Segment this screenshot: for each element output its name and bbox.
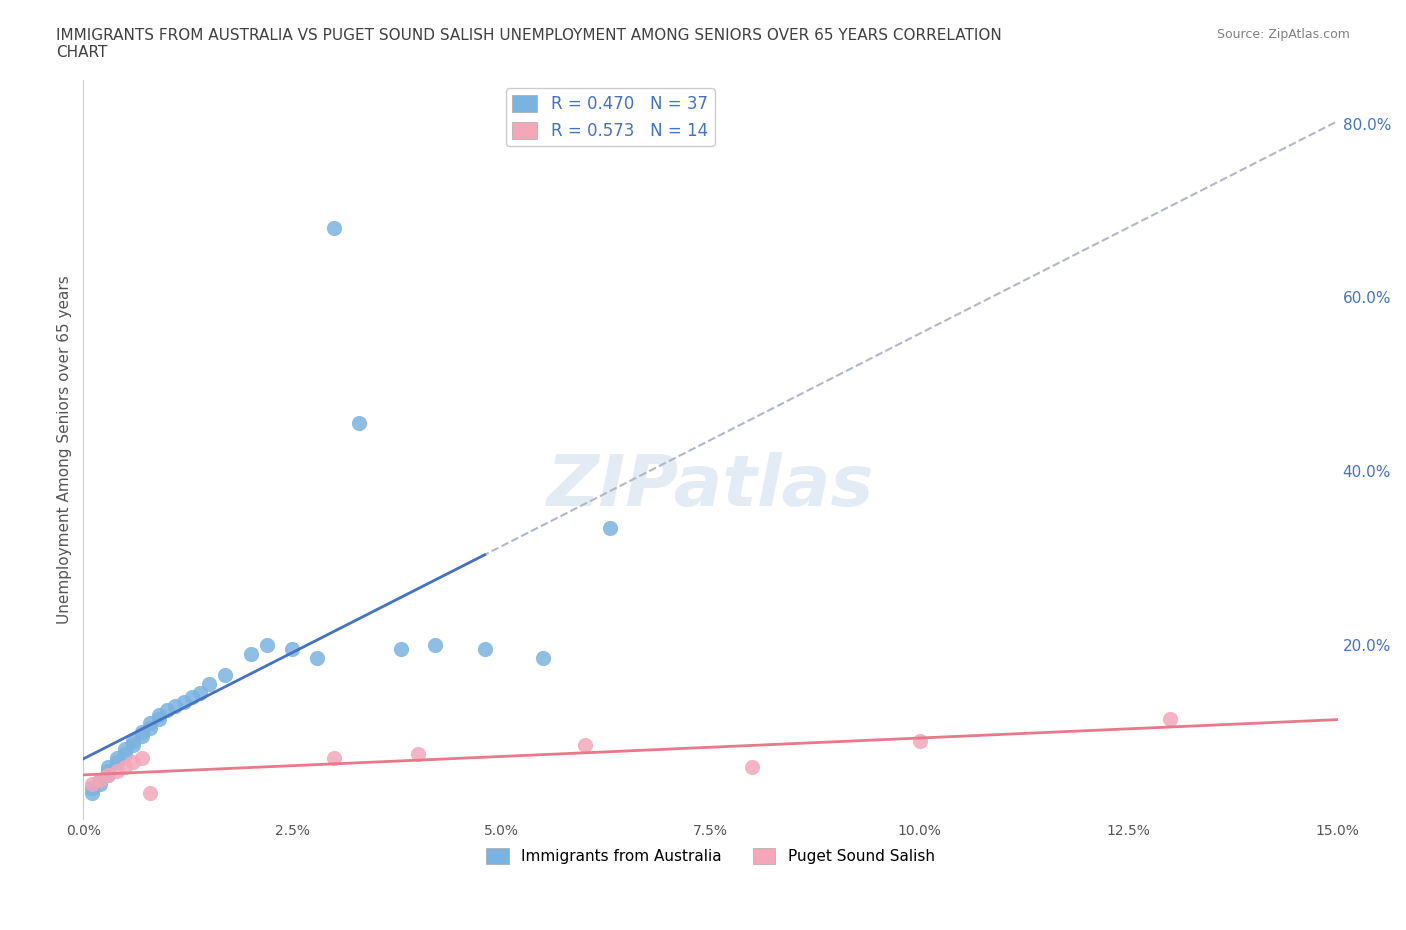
Point <box>197 677 219 692</box>
Point <box>89 772 111 787</box>
Y-axis label: Unemployment Among Seniors over 65 years: Unemployment Among Seniors over 65 years <box>58 275 72 624</box>
Point <box>389 642 412 657</box>
Point <box>105 764 128 778</box>
Point <box>122 737 145 752</box>
Point <box>139 720 162 735</box>
Text: ZIPatlas: ZIPatlas <box>547 452 875 521</box>
Point <box>474 642 496 657</box>
Point <box>599 520 621 535</box>
Point <box>139 785 162 800</box>
Point <box>122 755 145 770</box>
Point <box>281 642 304 657</box>
Point <box>181 690 204 705</box>
Point <box>190 685 212 700</box>
Point <box>406 746 429 761</box>
Point <box>148 711 170 726</box>
Point <box>114 742 136 757</box>
Point <box>80 785 103 800</box>
Point <box>1159 711 1181 726</box>
Point <box>80 781 103 796</box>
Text: Source: ZipAtlas.com: Source: ZipAtlas.com <box>1216 28 1350 41</box>
Text: IMMIGRANTS FROM AUSTRALIA VS PUGET SOUND SALISH UNEMPLOYMENT AMONG SENIORS OVER : IMMIGRANTS FROM AUSTRALIA VS PUGET SOUND… <box>56 28 1002 60</box>
Point <box>256 638 278 653</box>
Point <box>214 668 236 683</box>
Point <box>80 777 103 791</box>
Point <box>307 651 329 666</box>
Point <box>122 733 145 748</box>
Point <box>97 768 120 783</box>
Point <box>114 759 136 774</box>
Point <box>89 777 111 791</box>
Point <box>139 716 162 731</box>
Point <box>97 764 120 778</box>
Point <box>423 638 446 653</box>
Point <box>239 646 262 661</box>
Point <box>741 759 763 774</box>
Point <box>114 746 136 761</box>
Point <box>908 733 931 748</box>
Point <box>131 751 153 765</box>
Point <box>131 729 153 744</box>
Point <box>131 724 153 739</box>
Point <box>148 707 170 722</box>
Point <box>97 768 120 783</box>
Point <box>349 416 371 431</box>
Legend: Immigrants from Australia, Puget Sound Salish: Immigrants from Australia, Puget Sound S… <box>479 842 941 870</box>
Point <box>323 751 346 765</box>
Point <box>531 651 554 666</box>
Point <box>173 694 195 709</box>
Point <box>97 759 120 774</box>
Point <box>323 220 346 235</box>
Point <box>165 698 187 713</box>
Point <box>156 703 179 718</box>
Point <box>574 737 596 752</box>
Point <box>105 755 128 770</box>
Point <box>89 772 111 787</box>
Point <box>105 751 128 765</box>
